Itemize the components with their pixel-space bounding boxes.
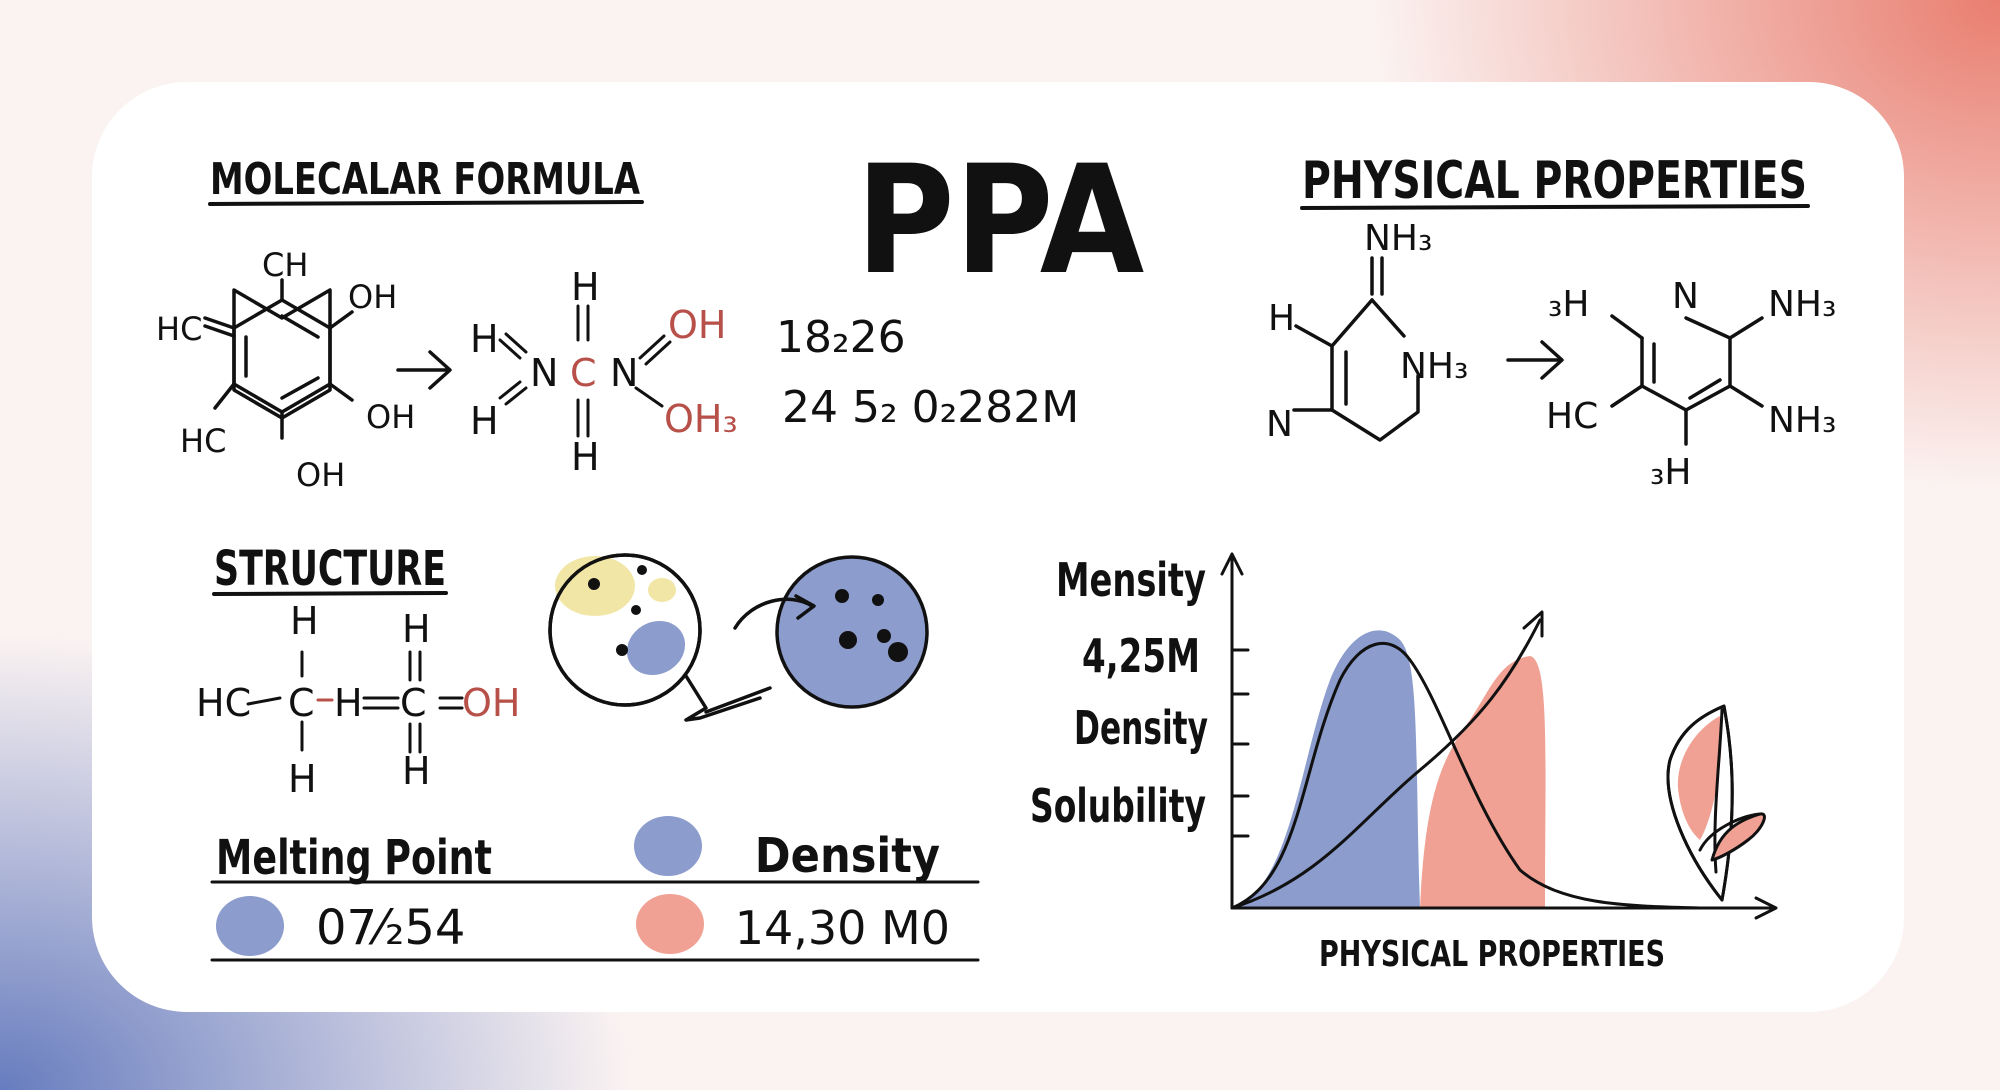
salmon-curve-area [1420, 656, 1546, 908]
arrow-right-icon-2 [1506, 340, 1564, 380]
arrow-right-icon [396, 350, 452, 390]
content-card [92, 82, 1904, 1012]
mol4-h3-top: ₃H [1548, 284, 1590, 325]
rising-curve [1230, 618, 1542, 910]
mol1-oh2-label: OH [366, 398, 415, 436]
graph-x-label: PHYSICAL PROPERTIES [1319, 934, 1665, 975]
structure-c2: C [400, 681, 427, 725]
structure-h2-top: H [402, 607, 431, 651]
mol4-hc: HC [1546, 396, 1598, 437]
physical-properties-heading: PHYSICAL PROPERTIES [1302, 151, 1807, 211]
rising-curve-arrowhead [1522, 610, 1544, 638]
mol2-h-bottom: H [571, 435, 600, 479]
formula-value-1: 18₂26 [776, 312, 906, 363]
mol4-n: N [1672, 276, 1699, 317]
structure-h-mid: H [334, 681, 363, 725]
structure-c1: C [288, 681, 315, 725]
mol4-nh3-top: NH₃ [1768, 284, 1836, 325]
graph-y-label-1: Mensity [1056, 553, 1206, 607]
mol1-oh3-label: OH [296, 456, 345, 494]
melting-value-dot [216, 896, 284, 956]
molecule-1-benzene [203, 278, 354, 440]
graph-y-label-2: 4,25M [1082, 629, 1200, 683]
main-title: PPA [856, 134, 1144, 308]
mol2-n-right: N [610, 351, 638, 395]
table-col1-header: Melting Point [216, 830, 492, 886]
table-col1-value: 07⁄₂54 [316, 900, 465, 956]
blue-curve-area [1232, 630, 1420, 908]
mol3-nh3-right: NH₃ [1400, 346, 1468, 387]
table-col2-value: 14,30 M0 [735, 901, 950, 955]
mol2-h-top: H [571, 265, 600, 309]
structure-underline [212, 591, 448, 596]
density-header-dot [634, 816, 702, 876]
mol4-nh3-bottom: NH₃ [1768, 400, 1836, 441]
graph-y-label-4: Solubility [1030, 779, 1206, 833]
mol1-ch-label: CH [262, 246, 308, 284]
mol1-oh1-label: OH [348, 278, 397, 316]
structure-h1-top: H [290, 599, 319, 643]
mol3-h: H [1268, 298, 1295, 339]
molecular-formula-heading: MOLECALAR FORMULA [210, 154, 640, 205]
mol3-nh3-top: NH₃ [1364, 218, 1432, 259]
mol2-oh: OH [668, 303, 726, 347]
molecule-4-pyridine [1610, 314, 1764, 446]
mol2-c: C [570, 351, 597, 395]
mol1-hc-top-label: HC [156, 310, 202, 348]
structure-h2-bottom: H [402, 749, 431, 793]
property-graph: Mensity 4,25M Density Solubility PHYSICA… [1030, 552, 1778, 975]
bell-curve [1230, 642, 1702, 910]
molecular-formula-underline [208, 200, 644, 206]
structure-h1-bottom: H [288, 757, 317, 801]
molecule-3 [1292, 256, 1420, 442]
magnifier-icon [548, 553, 929, 722]
density-value-dot [636, 894, 704, 954]
physical-properties-underline [1300, 204, 1810, 210]
formula-value-2: 24 5₂ 0₂282M [782, 382, 1079, 433]
mol2-h-left-bottom: H [470, 399, 499, 443]
mol3-n: N [1266, 404, 1293, 445]
leaf-icon [1666, 704, 1766, 902]
table-col2-header: Density [755, 828, 940, 884]
mol4-h3-bottom: ₃H [1650, 452, 1692, 493]
mol2-oh3: OH₃ [664, 397, 738, 441]
mol2-h-left-top: H [470, 317, 499, 361]
structure-heading: STRUCTURE [214, 541, 446, 597]
graph-y-label-3: Density [1074, 701, 1208, 755]
mol2-n-left: N [530, 351, 558, 395]
mol1-hc-bottom-label: HC [180, 422, 226, 460]
structure-hc: HC [196, 681, 251, 725]
properties-table: Melting Point Density 07⁄₂54 14,30 M0 [210, 816, 980, 962]
structure-molecule [246, 650, 464, 754]
molecule-2 [498, 304, 672, 438]
structure-oh: OH [462, 681, 520, 725]
